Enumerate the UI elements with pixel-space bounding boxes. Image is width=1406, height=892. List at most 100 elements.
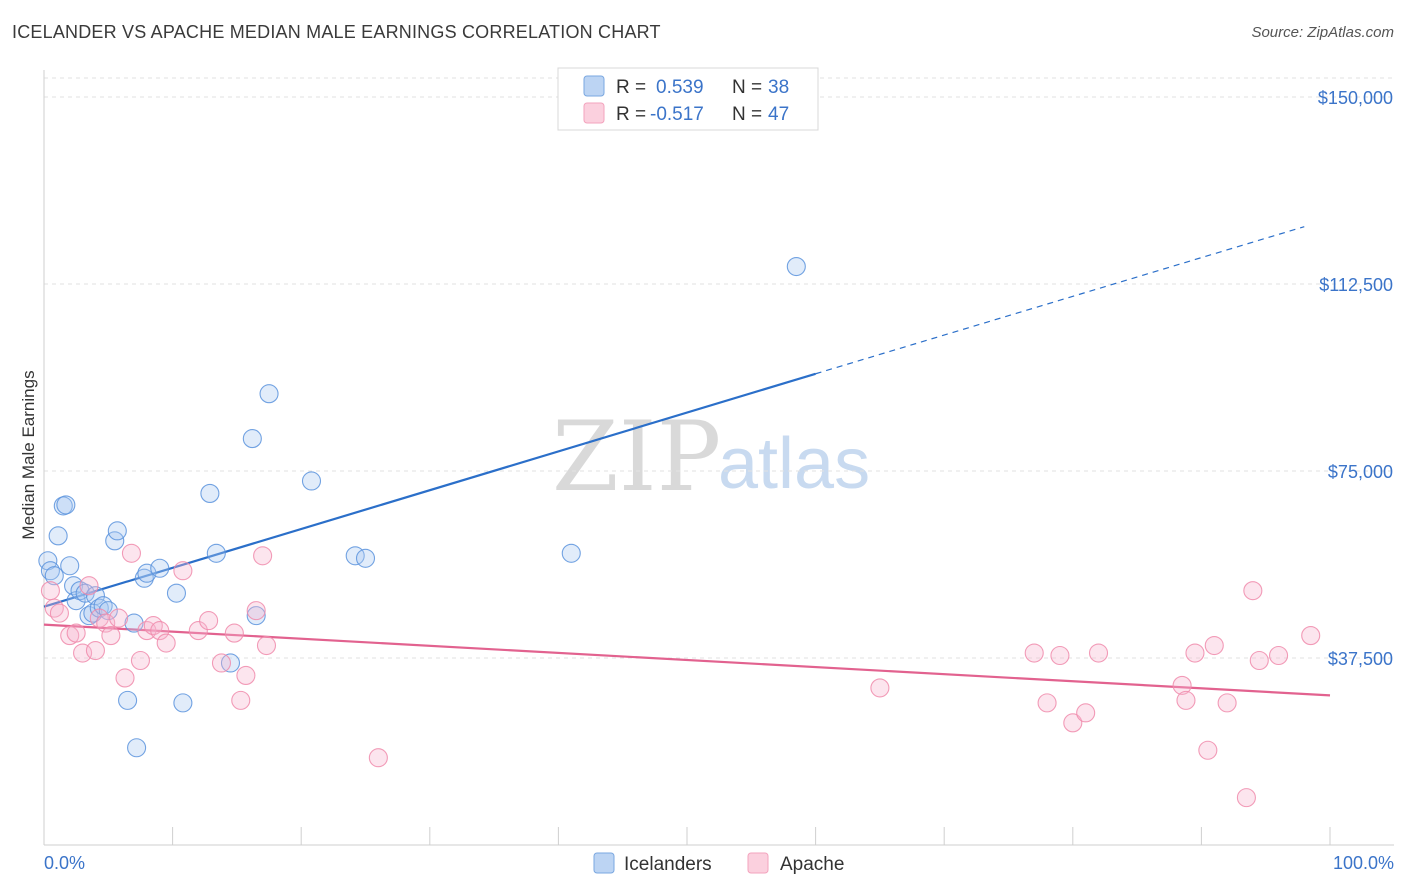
point-apache	[96, 613, 116, 633]
point-apache	[1301, 626, 1321, 646]
point-apache	[1243, 581, 1263, 601]
point-apache	[188, 621, 208, 641]
point-icelanders	[48, 526, 68, 546]
grid-lines	[44, 77, 1394, 659]
point-apache	[1204, 635, 1224, 656]
legend-n-value-apache: 47	[768, 104, 789, 125]
x-tick-label-min: 0.0%	[44, 853, 85, 873]
point-icelanders	[60, 556, 80, 576]
legend-r-value-apache: -0.517	[650, 104, 704, 125]
point-icelanders	[259, 384, 279, 404]
legend-box: R = 0.539 N = 38 R = -0.517 N = 47	[557, 67, 819, 131]
point-apache	[1050, 645, 1070, 666]
point-apache	[150, 621, 170, 641]
point-icelanders	[118, 690, 138, 710]
point-apache	[870, 678, 890, 698]
point-apache	[156, 633, 176, 653]
point-icelanders	[107, 521, 127, 541]
point-apache	[40, 581, 60, 601]
point-apache	[1217, 693, 1237, 713]
data-points	[38, 256, 1321, 808]
point-icelanders	[561, 543, 581, 563]
point-apache	[115, 668, 135, 688]
legend-n-label-icelanders: N =	[732, 77, 762, 98]
point-apache	[1088, 643, 1109, 663]
bottom-legend-swatch-apache	[747, 852, 769, 874]
legend-swatch-icelanders	[583, 75, 605, 97]
chart-title: ICELANDER VS APACHE MEDIAN MALE EARNINGS…	[12, 22, 661, 42]
legend-r-value-icelanders: 0.539	[656, 77, 704, 98]
point-apache	[130, 650, 150, 671]
trend-line-icelanders	[43, 372, 816, 608]
point-apache	[85, 640, 105, 661]
legend-n-label-apache: N =	[732, 104, 762, 125]
legend-n-value-icelanders: 38	[768, 77, 789, 98]
point-apache	[173, 561, 193, 581]
point-apache	[224, 623, 244, 643]
y-tick-labels: $37,500 $75,000 $112,500 $150,000	[1318, 88, 1393, 669]
point-apache	[1024, 643, 1044, 663]
point-icelanders	[166, 583, 187, 603]
source-credit: Source: ZipAtlas.com	[1251, 24, 1394, 41]
point-apache	[1269, 645, 1289, 666]
point-icelanders	[242, 429, 262, 449]
y-axis-label: Median Male Earnings	[19, 370, 38, 539]
trend-line-apache	[43, 623, 1331, 697]
point-apache	[1198, 740, 1218, 760]
point-icelanders	[246, 606, 266, 626]
axes	[43, 70, 1394, 846]
bottom-legend-icelanders: Icelanders	[624, 854, 712, 875]
point-apache	[199, 611, 219, 631]
point-apache	[79, 576, 99, 596]
point-apache	[368, 748, 388, 768]
y-tick-label: $37,500	[1328, 649, 1393, 669]
point-apache	[1185, 643, 1205, 663]
point-icelanders	[85, 586, 105, 606]
point-apache	[101, 626, 121, 646]
point-icelanders	[355, 548, 376, 568]
point-icelanders	[44, 566, 64, 586]
point-icelanders	[134, 568, 154, 588]
legend-r-label-icelanders: R =	[616, 77, 646, 98]
bottom-legend-swatch-icelanders	[593, 852, 615, 874]
legend-r-label-apache: R =	[616, 104, 646, 125]
point-apache	[49, 603, 69, 623]
point-icelanders	[301, 471, 322, 491]
point-apache	[1172, 675, 1192, 695]
y-tick-label: $150,000	[1318, 88, 1393, 108]
point-apache	[1249, 650, 1269, 671]
point-apache	[1236, 788, 1256, 808]
point-apache	[236, 665, 256, 686]
bottom-legend: Icelanders Apache	[593, 852, 844, 875]
point-icelanders	[200, 483, 220, 503]
point-apache	[211, 653, 232, 673]
legend-swatch-apache	[583, 102, 605, 124]
point-icelanders	[173, 693, 193, 713]
point-icelanders	[206, 543, 226, 563]
point-apache	[109, 608, 129, 628]
point-icelanders	[127, 738, 147, 758]
point-apache	[121, 543, 141, 563]
point-icelanders	[786, 256, 806, 277]
point-apache	[66, 623, 86, 643]
point-apache	[89, 608, 109, 628]
point-icelanders	[64, 576, 84, 596]
bottom-legend-apache: Apache	[780, 854, 844, 875]
point-apache	[143, 616, 163, 636]
point-apache	[1063, 713, 1083, 733]
point-apache	[246, 601, 266, 621]
y-tick-label: $112,500	[1319, 275, 1393, 295]
point-apache	[1176, 690, 1196, 710]
point-icelanders	[137, 563, 157, 583]
trend-line-icelanders-extension	[815, 226, 1305, 375]
watermark-atlas: atlas	[718, 424, 870, 504]
point-icelanders	[70, 581, 90, 601]
point-apache	[253, 546, 273, 566]
trend-lines	[43, 226, 1331, 697]
point-icelanders	[56, 495, 76, 515]
point-apache	[1037, 693, 1057, 713]
point-apache	[256, 635, 277, 656]
point-icelanders	[150, 558, 170, 578]
y-tick-label: $75,000	[1328, 462, 1393, 482]
